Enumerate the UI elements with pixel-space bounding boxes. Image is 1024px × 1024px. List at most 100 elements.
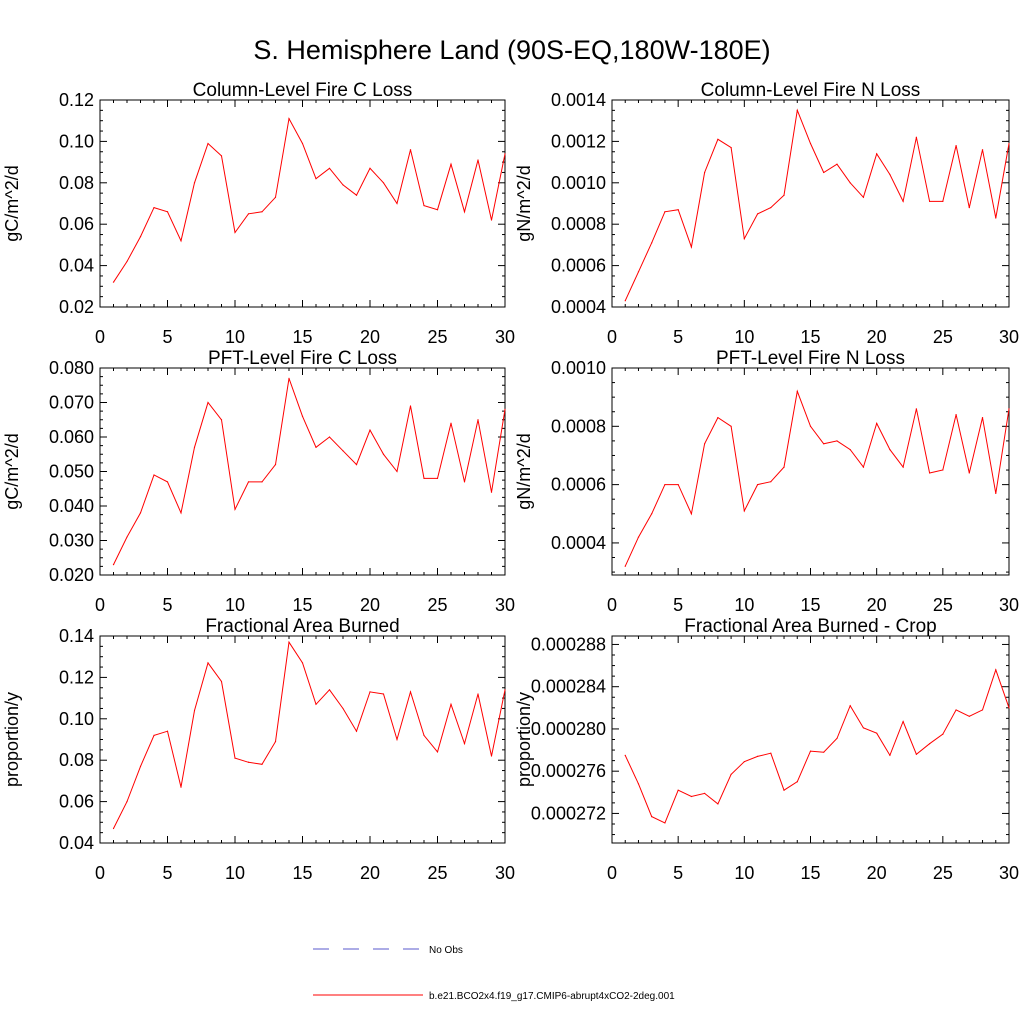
chart-1-xtick-label: 0 [607,327,617,347]
chart-5-point [743,761,745,763]
chart-4-point [139,765,142,768]
chart-2-point [396,470,398,473]
chart-5-point [889,754,891,756]
chart-0-point [234,231,236,234]
chart-3-point [981,416,984,419]
chart-2-point [126,536,128,538]
chart-4-series-line [113,640,506,829]
chart-0-point [504,153,506,155]
chart-2-series-line [113,378,506,565]
chart-0-xtick-label: 10 [225,327,245,347]
chart-5-point [968,715,970,717]
chart-0-point [139,236,142,238]
chart-4-point [450,703,452,705]
figure-title: S. Hemisphere Land (90S-EQ,180W-180E) [253,35,770,65]
chart-3-point [915,408,917,410]
chart-1-point [809,142,812,145]
chart-3-xtick-label: 25 [933,595,953,615]
chart-2-ytick-label: 0.050 [49,462,94,482]
chart-4-point [288,641,290,643]
chart-1-ylabel: gN/m^2/d [514,165,534,241]
chart-2-point [207,401,209,404]
chart-2-point [504,408,506,410]
chart-0-point [463,211,466,213]
chart-2-xtick-label: 20 [360,595,380,615]
chart-1-point [717,138,719,140]
chart-2-point [274,464,277,466]
chart-4-frame [99,635,506,844]
chart-4-point [153,734,155,736]
chart-2-point [409,405,412,407]
chart-3-point [677,484,679,486]
chart-1-point [637,271,640,273]
chart-4-point [274,740,277,743]
chart-1-point [730,147,732,149]
chart-2-point [301,415,304,417]
chart-4-ytick-label: 0.04 [59,833,94,853]
chart-0-point [301,142,304,145]
chart-5-point [690,795,693,798]
chart-2-ytick-label: 0.040 [49,496,94,516]
chart-0-point [342,184,344,186]
chart-2-point [450,422,452,424]
chart-2-point [436,477,439,479]
chart-2-ytick-label: 0.080 [49,358,94,378]
chart-3-series-line [624,389,1010,567]
chart-0-point [166,211,169,213]
chart-1-point [968,207,970,209]
chart-2-xtick-label: 30 [495,595,515,615]
chart-5: Fractional Area Burned - Crop 0 5 10 15 20 25 3… [514,616,1019,883]
chart-2-xtick-label: 15 [292,595,312,615]
chart-0-frame [99,99,506,308]
chart-1-series-line [624,108,1010,302]
chart-4-point [247,761,250,763]
chart-5-point [942,733,944,735]
chart-3-point [743,510,745,512]
chart-1-point [783,194,785,196]
chart-0-point [490,219,493,221]
chart-1-point [836,163,838,165]
chart-3-ytick-label: 0.0010 [551,358,606,378]
chart-4-point [193,709,196,712]
chart-4-xtick-label: 15 [292,863,312,883]
chart-1-ytick-label: 0.0008 [551,214,606,234]
chart-5-xtick-label: 25 [933,863,953,883]
chart-5-point [664,822,666,824]
chart-5-point [796,781,798,783]
chart-4-xtick-label: 20 [360,863,380,883]
chart-2-frame [99,367,506,576]
chart-5-point [902,720,904,723]
chart-5-ytick-label: 0.000276 [531,761,606,781]
chart-5-ytick-label: 0.000288 [531,634,606,654]
panels-container: Column-Level Fire C Loss 0 5 10 15 20 25 30 0.02… [2,80,1019,883]
chart-5-point [876,732,878,734]
chart-4-ylabel: proportion/y [2,692,22,787]
chart-0-xtick-label: 15 [292,327,312,347]
chart-2-point [193,446,196,448]
chart-2-point [261,481,263,483]
chart-3-ytick-label: 0.0008 [551,416,606,436]
chart-4-point [409,691,412,693]
chart-4-xtick-label: 25 [427,863,447,883]
chart-3-point [770,481,772,483]
chart-5-point [862,727,865,729]
chart-1-xtick-label: 20 [867,327,887,347]
chart-3-xtick-label: 5 [673,595,683,615]
chart-1-point [624,300,626,302]
chart-2-point [477,419,479,421]
chart-0-point [315,178,317,180]
legend-label-model: b.e21.BCO2x4.f19_g17.CMIP6-abrupt4xCO2-2… [429,991,675,1002]
chart-1-point [876,153,878,155]
chart-5-ytick-label: 0.000284 [531,677,606,697]
chart-0-point [355,194,358,196]
chart-5-point [981,709,984,711]
chart-5-ytick-label: 0.000272 [531,803,606,823]
chart-5-xtick-label: 0 [607,863,617,883]
chart-1-title: Column-Level Fire N Loss [701,80,921,101]
chart-1-point [743,238,745,240]
chart-0-xtick-label: 0 [95,327,105,347]
chart-0-point [207,142,209,145]
chart-1-point [849,182,851,184]
chart-1-point [651,242,653,244]
chart-5-point [704,792,706,794]
